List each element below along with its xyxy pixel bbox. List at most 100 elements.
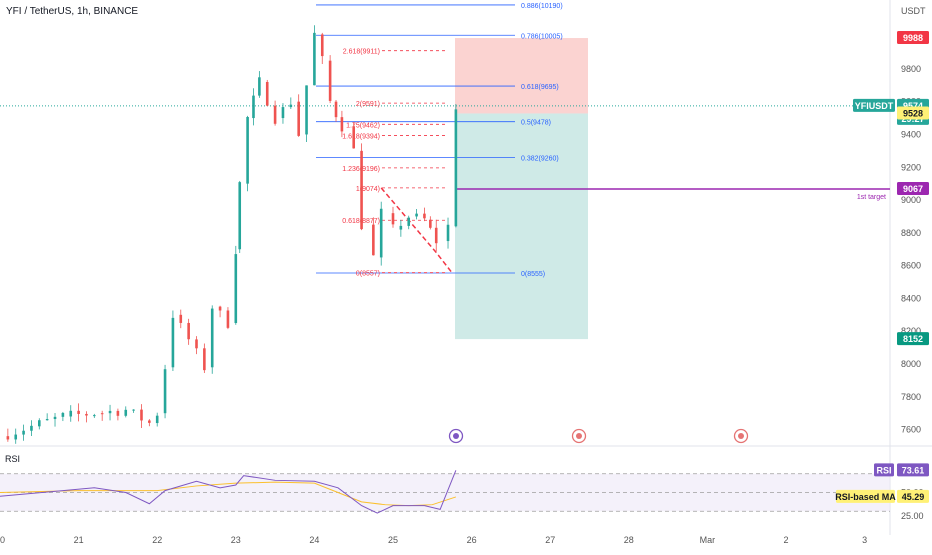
price-tick: 9200 xyxy=(901,162,921,172)
candle-body xyxy=(372,224,375,256)
rsi-ma-value-badge: 45.29 xyxy=(897,489,929,503)
last-price-badge-text: 9574 xyxy=(903,101,923,111)
profit-bottom-badge: 8152 xyxy=(897,332,929,346)
lightning-event-icon[interactable] xyxy=(448,428,464,444)
time-tick: 24 xyxy=(309,535,319,545)
candle-body xyxy=(379,208,383,258)
candle-body xyxy=(45,419,49,421)
price-tick: 7600 xyxy=(901,425,921,435)
candle-body xyxy=(320,34,324,57)
rsi-pane: RSI50.0025.00 xyxy=(0,454,924,521)
candle-body xyxy=(179,314,183,323)
grid xyxy=(0,0,932,535)
candle-body xyxy=(124,409,128,416)
candle-body xyxy=(297,101,300,136)
price-tick: 8000 xyxy=(901,359,921,369)
time-tick: 20 xyxy=(0,535,5,545)
time-tick: 21 xyxy=(74,535,84,545)
candle-body xyxy=(454,109,458,227)
fib-retracement-label: 0.382(9260) xyxy=(521,155,559,162)
candle-body xyxy=(69,410,73,417)
rsi-ma-label-badge: RSI-based MA xyxy=(835,489,896,503)
fib-extension-label: 1.618(9394) xyxy=(342,133,380,140)
symbol-badge: YFIUSDT xyxy=(853,98,895,112)
time-tick: 3 xyxy=(862,535,867,545)
profit-zone xyxy=(455,113,588,340)
candle-body xyxy=(171,317,175,368)
candle-body xyxy=(85,413,88,416)
candle-body xyxy=(30,425,33,431)
rsi-title: RSI xyxy=(5,454,20,464)
time-tick: Mar xyxy=(700,535,716,545)
candle-body xyxy=(334,101,338,118)
price-tick: 8200 xyxy=(901,326,921,336)
profit-bottom-badge-text: 8152 xyxy=(903,334,923,344)
candle-body xyxy=(77,410,80,414)
candle-body xyxy=(415,213,418,217)
fib-retracement-label: 0.618(9695) xyxy=(521,84,559,91)
price-badges: 9988957429:27952890678152YFIUSDT73.61RSI… xyxy=(835,31,929,503)
time-tick: 25 xyxy=(388,535,398,545)
candle-body xyxy=(132,409,135,411)
time-tick: 23 xyxy=(231,535,241,545)
rsi-ma-label-badge-text: RSI-based MA xyxy=(835,492,896,502)
fib-extension-label: 2(9591) xyxy=(356,101,380,108)
candle-body xyxy=(352,126,355,149)
price-tick: 7800 xyxy=(901,392,921,402)
price-tick: 9000 xyxy=(901,195,921,205)
price-tick: 9400 xyxy=(901,129,921,139)
candle-body xyxy=(446,224,450,242)
rsi-line xyxy=(0,470,457,514)
candle-body xyxy=(289,104,293,108)
candle-body xyxy=(305,85,308,135)
time-tick: 2 xyxy=(783,535,788,545)
price-tick: 8600 xyxy=(901,261,921,271)
fib-retracement-label: 0(8555) xyxy=(521,271,545,278)
stop-price-badge: 9988 xyxy=(897,31,929,45)
candle-body xyxy=(434,227,438,244)
price-tick: 8800 xyxy=(901,228,921,238)
candle-body xyxy=(281,107,285,119)
candle-body xyxy=(391,213,395,225)
candle-body xyxy=(53,416,57,420)
candles xyxy=(6,25,749,444)
position-zones xyxy=(455,38,588,340)
time-tick: 26 xyxy=(467,535,477,545)
candle-body xyxy=(238,182,242,250)
fib-retracement-label: 0.886(10190) xyxy=(521,3,563,10)
candle-body xyxy=(38,420,41,427)
candle-body xyxy=(246,116,249,184)
symbol-badge-text: YFIUSDT xyxy=(855,101,894,111)
rsi-value-badge-text: 73.61 xyxy=(902,465,925,475)
candle-body xyxy=(100,413,104,415)
candle-body xyxy=(61,412,65,417)
chart-title: YFI / TetherUS, 1h, BINANCE xyxy=(6,6,139,17)
rsi-label-badge: RSI xyxy=(874,463,894,477)
us-flag-event-icon[interactable] xyxy=(733,428,749,444)
target-price-badge-text: 9067 xyxy=(903,184,923,194)
candle-body xyxy=(313,32,316,86)
price-tick: 8400 xyxy=(901,293,921,303)
candle-body xyxy=(108,410,112,414)
candle-body xyxy=(218,306,222,311)
candle-body xyxy=(93,415,96,417)
candle-body xyxy=(22,430,25,435)
candle-body xyxy=(258,77,261,96)
candle-body xyxy=(273,105,277,124)
fib-extension-label: 0(8557) xyxy=(356,271,380,278)
candle-body xyxy=(340,117,344,132)
candle-body xyxy=(429,219,432,228)
stop-zone xyxy=(455,38,588,114)
stop-price-badge-text: 9988 xyxy=(903,33,923,43)
fib-extension-label: 1.75(9462) xyxy=(346,122,380,129)
candle-body xyxy=(252,95,255,119)
price-tick: 9800 xyxy=(901,64,921,74)
fibonacci-levels: 1st target 0.886(10190) 0.786(10005) 0.618(… xyxy=(316,3,890,278)
candle-body xyxy=(140,409,143,421)
us-flag-event-icon[interactable] xyxy=(571,428,587,444)
abc-pattern xyxy=(380,187,453,274)
rsi-tick: 25.00 xyxy=(901,511,924,521)
candle-body xyxy=(265,81,269,106)
